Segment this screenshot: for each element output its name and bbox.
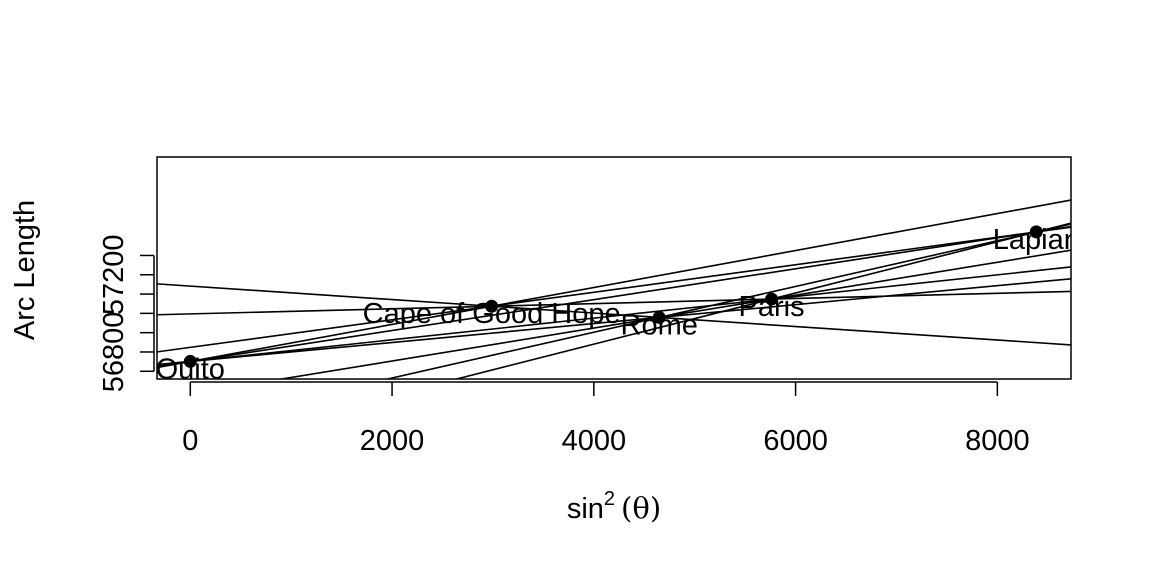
pair-line [157, 226, 1071, 353]
pair-line [276, 249, 1071, 379]
data-point [652, 310, 666, 324]
point-label: Lapian [993, 224, 1080, 256]
x-axis-title-superscript: 2 [604, 488, 615, 510]
data-point [183, 354, 197, 368]
pair-line [157, 225, 1071, 368]
data-point [765, 292, 779, 306]
x-tick-label: 0 [182, 425, 198, 457]
pair-line [157, 266, 1071, 366]
pair-line [157, 277, 1071, 366]
point-labels: Quito Cape of Good Hope Rome Paris Lapian [156, 224, 1080, 385]
x-tick-label: 4000 [562, 425, 627, 457]
point-label: Quito [156, 353, 225, 385]
pair-line [384, 223, 1071, 379]
points [183, 225, 1043, 368]
y-tick-label: 56800 [98, 312, 130, 393]
data-point [485, 299, 499, 313]
x-axis-title-base: sin [567, 493, 604, 525]
x-axis: 0 2000 4000 6000 8000 [182, 381, 1030, 457]
x-axis-title-argument: (θ) [621, 491, 661, 525]
y-axis-title: Arc Length [9, 200, 41, 340]
y-tick-label: 57200 [98, 234, 130, 315]
point-label: Rome [621, 309, 698, 341]
x-tick-label: 2000 [360, 425, 425, 457]
x-tick-label: 6000 [763, 425, 828, 457]
pair-line [453, 222, 1071, 379]
pair-line [157, 290, 1071, 316]
x-tick-label: 8000 [965, 425, 1030, 457]
point-label: Paris [739, 291, 805, 323]
pair-line [157, 283, 1071, 346]
plot-frame [156, 156, 1072, 380]
point-label: Cape of Good Hope [363, 298, 621, 330]
x-axis-title: sin2 (θ) [567, 488, 661, 525]
pair-line [157, 199, 1071, 369]
fit-lines [157, 199, 1071, 379]
data-point [1029, 225, 1043, 239]
